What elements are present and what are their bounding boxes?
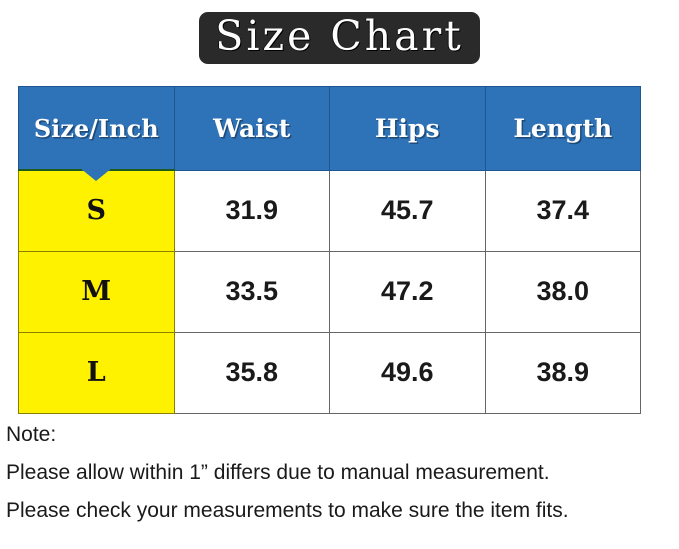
note-line-2: Please check your measurements to make s… <box>6 499 569 522</box>
notes-heading: Note: <box>6 423 57 446</box>
table-body: S 31.9 45.7 37.4 M 33.5 47.2 38.0 L 35.8… <box>18 169 641 414</box>
table-header: Size/Inch Waist Hips Length <box>18 86 641 181</box>
cell-length-s: 37.4 <box>484 169 641 252</box>
table-header-row: Size/Inch Waist Hips Length <box>18 86 641 181</box>
cell-size-s: S <box>18 169 175 252</box>
column-header-size-inch-label: Size/Inch <box>33 113 159 143</box>
cell-size-m: M <box>18 250 175 333</box>
cell-hips-s: 45.7 <box>329 169 486 252</box>
column-header-hips: Hips <box>329 86 486 171</box>
table-row: M 33.5 47.2 38.0 <box>18 250 641 333</box>
title-banner-container: Size Chart <box>0 8 679 68</box>
table-row: S 31.9 45.7 37.4 <box>18 169 641 252</box>
page-title: Size Chart <box>215 11 464 60</box>
cell-waist-m: 33.5 <box>173 250 330 333</box>
column-header-size-inch: Size/Inch <box>18 86 175 181</box>
chevron-down-icon <box>80 168 113 181</box>
table-row: L 35.8 49.6 38.9 <box>18 331 641 414</box>
cell-hips-m: 47.2 <box>329 250 486 333</box>
note-line-1: Please allow within 1” differs due to ma… <box>6 461 550 484</box>
column-header-waist: Waist <box>173 86 330 171</box>
cell-length-m: 38.0 <box>484 250 641 333</box>
column-header-length: Length <box>484 86 641 171</box>
title-banner: Size Chart <box>199 11 480 65</box>
cell-length-l: 38.9 <box>484 331 641 414</box>
cell-waist-l: 35.8 <box>173 331 330 414</box>
size-chart-table: Size/Inch Waist Hips Length S 31.9 45.7 … <box>18 86 641 414</box>
cell-hips-l: 49.6 <box>329 331 486 414</box>
cell-size-l: L <box>18 331 175 414</box>
cell-waist-s: 31.9 <box>173 169 330 252</box>
notes-section: Note: Please allow within 1” differs due… <box>6 424 674 521</box>
